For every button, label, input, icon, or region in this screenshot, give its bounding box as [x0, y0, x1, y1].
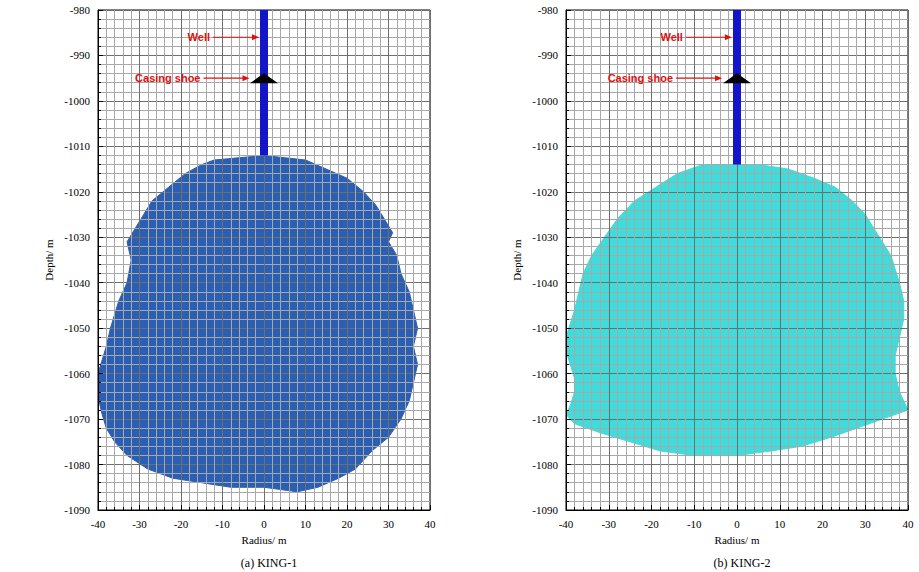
svg-text:-1060: -1060 — [64, 368, 90, 380]
svg-text:(b) KING-2: (b) KING-2 — [714, 556, 771, 570]
svg-text:-1020: -1020 — [64, 186, 90, 198]
svg-text:-990: -990 — [70, 49, 91, 61]
svg-text:-1080: -1080 — [64, 459, 90, 471]
svg-text:-40: -40 — [91, 518, 106, 530]
svg-text:-20: -20 — [644, 518, 659, 530]
svg-text:20: 20 — [817, 518, 829, 530]
svg-text:Radius/ m: Radius/ m — [242, 534, 287, 546]
svg-text:-1010: -1010 — [532, 140, 558, 152]
svg-text:0: 0 — [734, 518, 740, 530]
svg-text:40: 40 — [903, 518, 915, 530]
svg-text:-10: -10 — [215, 518, 230, 530]
svg-text:-980: -980 — [70, 4, 91, 16]
svg-text:-1000: -1000 — [532, 95, 558, 107]
svg-text:40: 40 — [425, 518, 437, 530]
svg-text:-1040: -1040 — [532, 277, 558, 289]
svg-text:10: 10 — [300, 518, 312, 530]
svg-text:Well: Well — [660, 31, 682, 43]
svg-text:30: 30 — [860, 518, 872, 530]
svg-text:Depth/ m: Depth/ m — [43, 239, 55, 281]
svg-text:-1090: -1090 — [532, 504, 558, 516]
svg-text:Depth/ m: Depth/ m — [511, 239, 523, 281]
svg-text:-990: -990 — [538, 49, 559, 61]
svg-text:-1020: -1020 — [532, 186, 558, 198]
svg-text:-1070: -1070 — [64, 413, 90, 425]
svg-text:-1070: -1070 — [532, 413, 558, 425]
svg-text:-980: -980 — [538, 4, 559, 16]
svg-text:30: 30 — [383, 518, 395, 530]
svg-text:-1090: -1090 — [64, 504, 90, 516]
svg-text:Casing shoe: Casing shoe — [608, 72, 673, 84]
svg-text:-1080: -1080 — [532, 459, 558, 471]
svg-text:Well: Well — [188, 31, 210, 43]
svg-text:10: 10 — [774, 518, 786, 530]
svg-text:-1030: -1030 — [64, 231, 90, 243]
svg-text:-10: -10 — [687, 518, 702, 530]
svg-text:-1000: -1000 — [64, 95, 90, 107]
svg-text:-1040: -1040 — [64, 277, 90, 289]
svg-text:-1010: -1010 — [64, 140, 90, 152]
svg-text:-30: -30 — [601, 518, 616, 530]
svg-text:20: 20 — [342, 518, 354, 530]
svg-text:-1050: -1050 — [64, 322, 90, 334]
svg-text:-1050: -1050 — [532, 322, 558, 334]
svg-text:-1030: -1030 — [532, 231, 558, 243]
svg-text:-40: -40 — [559, 518, 574, 530]
svg-text:-1060: -1060 — [532, 368, 558, 380]
svg-text:Casing shoe: Casing shoe — [135, 72, 200, 84]
svg-text:(a) KING-1: (a) KING-1 — [241, 556, 297, 570]
svg-text:Radius/ m: Radius/ m — [715, 534, 760, 546]
svg-text:-30: -30 — [132, 518, 147, 530]
svg-text:-20: -20 — [174, 518, 189, 530]
svg-text:0: 0 — [261, 518, 267, 530]
